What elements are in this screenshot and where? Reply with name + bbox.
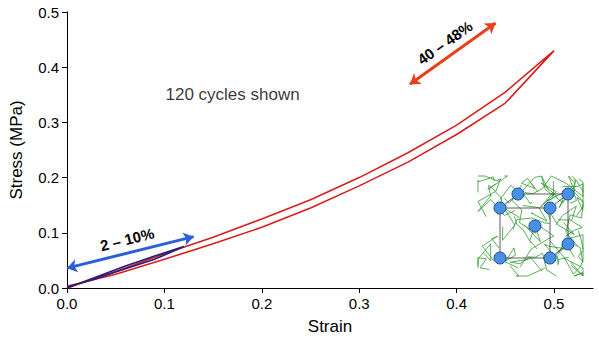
- svg-text:0.5: 0.5: [38, 4, 59, 21]
- svg-text:0.5: 0.5: [544, 295, 565, 312]
- svg-text:0.2: 0.2: [38, 169, 59, 186]
- svg-text:0.1: 0.1: [154, 295, 175, 312]
- svg-text:0.0: 0.0: [57, 295, 78, 312]
- svg-text:40 – 48%: 40 – 48%: [414, 17, 475, 68]
- svg-text:0.3: 0.3: [38, 114, 59, 131]
- svg-text:2 – 10%: 2 – 10%: [98, 224, 155, 254]
- svg-text:0.4: 0.4: [38, 59, 59, 76]
- svg-text:Stress (MPa): Stress (MPa): [7, 100, 26, 199]
- svg-text:Strain: Strain: [308, 317, 352, 336]
- svg-text:120 cycles shown: 120 cycles shown: [165, 85, 299, 104]
- svg-text:0.2: 0.2: [251, 295, 272, 312]
- svg-text:0.1: 0.1: [38, 224, 59, 241]
- svg-text:0.0: 0.0: [38, 280, 59, 297]
- svg-text:0.3: 0.3: [349, 295, 370, 312]
- svg-text:0.4: 0.4: [446, 295, 467, 312]
